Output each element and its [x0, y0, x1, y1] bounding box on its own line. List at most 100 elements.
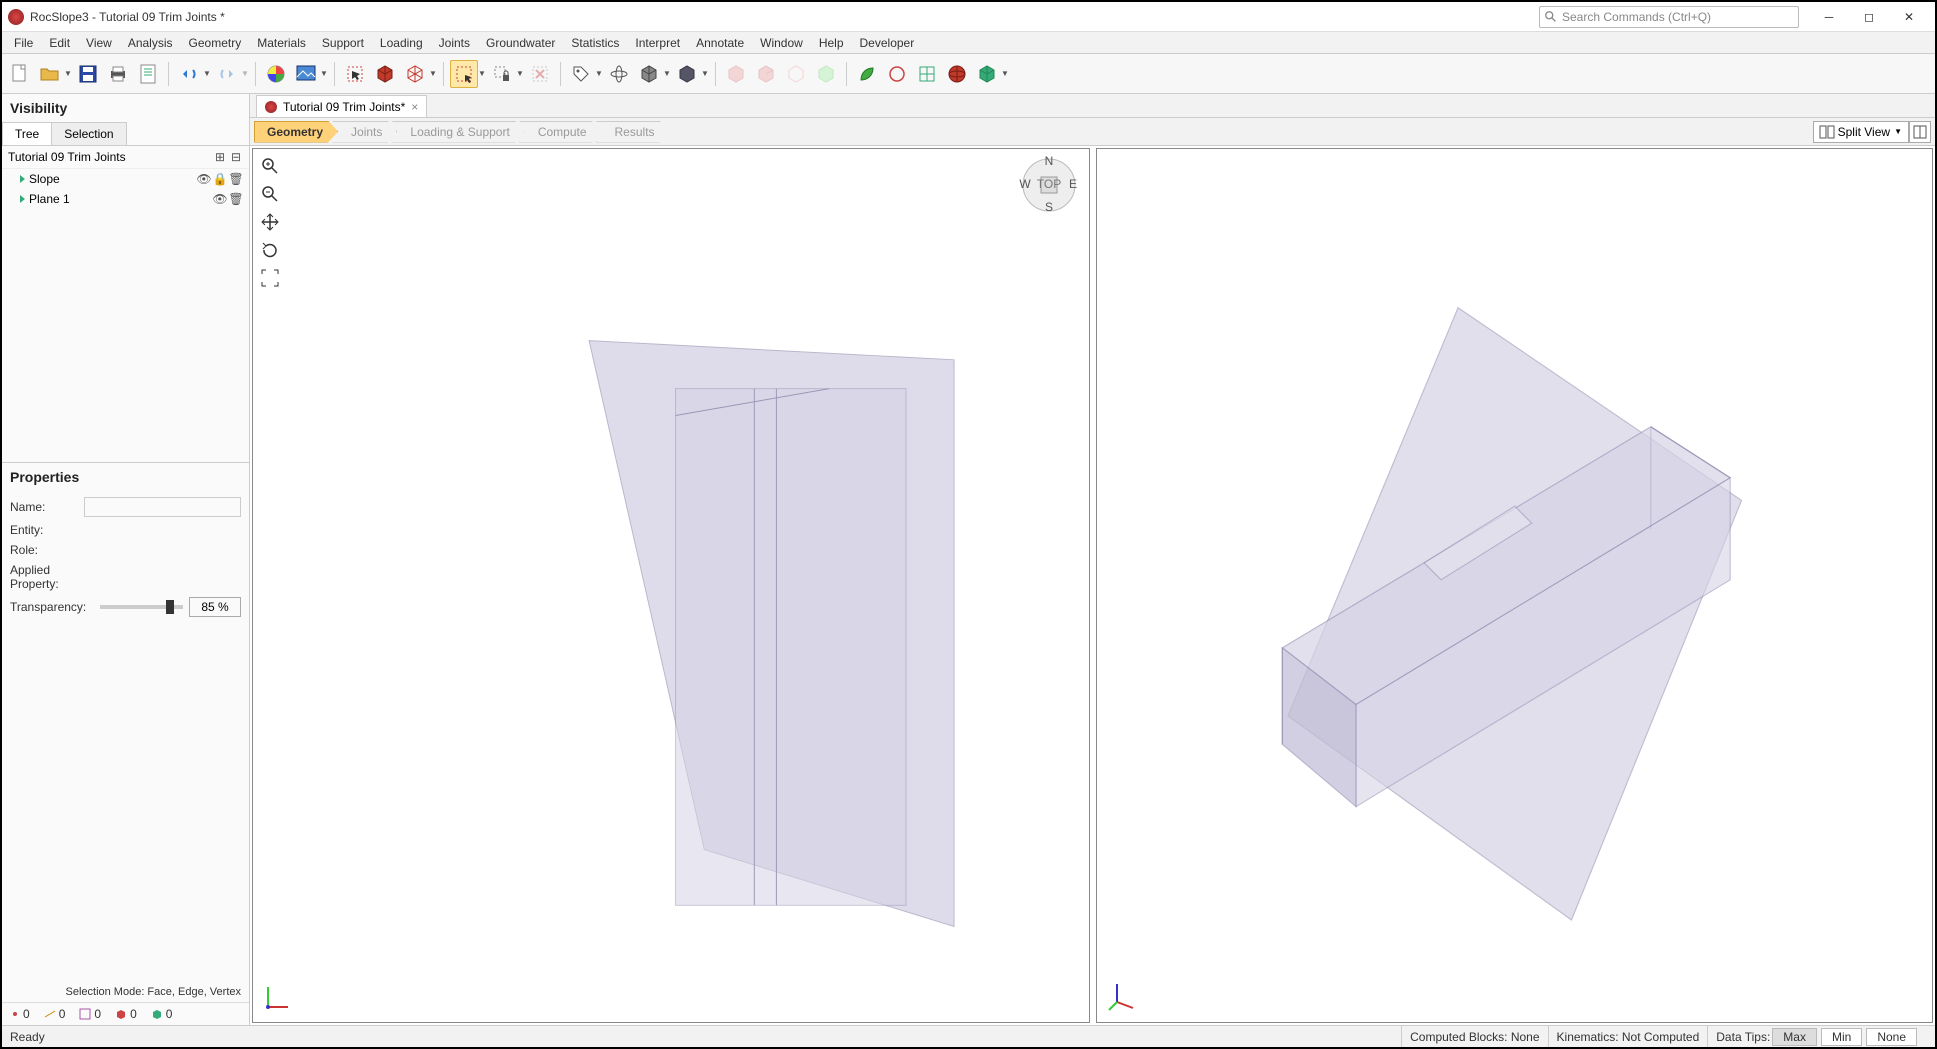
tree-item-plane1[interactable]: Plane 1 👁 🗑 [2, 189, 249, 209]
view-preset-dropdown-icon[interactable]: ▼ [701, 69, 709, 78]
rotate-3d-button[interactable] [605, 60, 633, 88]
eye-icon[interactable]: 👁 [197, 172, 211, 186]
trash-icon[interactable]: 🗑 [229, 192, 243, 206]
selection-counters: 0 0 0 0 0 [2, 1002, 249, 1025]
image-dropdown-icon[interactable]: ▼ [320, 69, 328, 78]
report-button[interactable] [134, 60, 162, 88]
expand-view-button[interactable] [1909, 121, 1931, 143]
leaf-button[interactable] [853, 60, 881, 88]
cube-red-2-button[interactable] [752, 60, 780, 88]
prop-name-input[interactable] [84, 497, 241, 517]
menu-groundwater[interactable]: Groundwater [478, 34, 563, 52]
view-cube-dropdown-icon[interactable]: ▼ [663, 69, 671, 78]
open-dropdown-icon[interactable]: ▼ [64, 69, 72, 78]
open-file-button[interactable] [36, 60, 64, 88]
box-solid-button[interactable] [371, 60, 399, 88]
box-wire-button[interactable] [401, 60, 429, 88]
view-cube-button[interactable] [635, 60, 663, 88]
collapse-all-icon[interactable]: ⊟ [229, 150, 243, 164]
stage-loading-support[interactable]: Loading & Support [391, 121, 524, 143]
lock-icon[interactable]: 🔒 [213, 172, 227, 186]
tab-selection[interactable]: Selection [51, 122, 126, 145]
undo-dropdown-icon[interactable]: ▼ [203, 69, 211, 78]
menu-developer[interactable]: Developer [852, 34, 923, 52]
minimize-button[interactable]: ─ [1809, 3, 1849, 31]
split-view-dropdown[interactable]: Split View ▼ [1813, 121, 1909, 143]
save-button[interactable] [74, 60, 102, 88]
datatips-min-button[interactable]: Min [1821, 1028, 1862, 1046]
tree-item-label: Plane 1 [29, 192, 211, 206]
menu-interpret[interactable]: Interpret [627, 34, 688, 52]
transparency-slider[interactable] [100, 605, 183, 609]
workflow-stages: Geometry Joints Loading & Support Comput… [250, 118, 1935, 146]
grid-button[interactable] [913, 60, 941, 88]
pan-icon[interactable] [259, 211, 281, 233]
trash-icon[interactable]: 🗑 [229, 172, 243, 186]
lock-sel-dropdown-icon[interactable]: ▼ [516, 69, 524, 78]
delete-selection-button[interactable] [526, 60, 554, 88]
stage-joints[interactable]: Joints [332, 121, 397, 143]
undo-button[interactable] [175, 60, 203, 88]
properties-panel: Properties Name: Entity: Role: Applied P… [2, 462, 249, 629]
select-button[interactable] [341, 60, 369, 88]
tag-button[interactable] [567, 60, 595, 88]
menu-joints[interactable]: Joints [431, 34, 478, 52]
menu-loading[interactable]: Loading [372, 34, 431, 52]
menu-file[interactable]: File [6, 34, 41, 52]
lock-selection-button[interactable] [488, 60, 516, 88]
expand-all-icon[interactable]: ⊞ [213, 150, 227, 164]
stage-results[interactable]: Results [596, 121, 670, 143]
eye-icon[interactable]: 👁 [213, 192, 227, 206]
menu-geometry[interactable]: Geometry [181, 34, 250, 52]
zoom-out-icon[interactable] [259, 183, 281, 205]
menu-help[interactable]: Help [811, 34, 852, 52]
image-display-button[interactable] [292, 60, 320, 88]
tab-tree[interactable]: Tree [2, 122, 52, 145]
new-file-button[interactable] [6, 60, 34, 88]
tag-dropdown-icon[interactable]: ▼ [595, 69, 603, 78]
redo-dropdown-icon[interactable]: ▼ [241, 69, 249, 78]
select-rect-dropdown-icon[interactable]: ▼ [478, 69, 486, 78]
globe-button[interactable] [943, 60, 971, 88]
menu-analysis[interactable]: Analysis [120, 34, 181, 52]
menu-materials[interactable]: Materials [249, 34, 314, 52]
stage-geometry[interactable]: Geometry [254, 121, 338, 143]
search-commands-input[interactable]: Search Commands (Ctrl+Q) [1539, 6, 1799, 28]
cube-green-solid-button[interactable] [973, 60, 1001, 88]
datatips-none-button[interactable]: None [1866, 1028, 1917, 1046]
menu-annotate[interactable]: Annotate [688, 34, 752, 52]
redo-button[interactable] [213, 60, 241, 88]
fit-icon[interactable] [259, 267, 281, 289]
menu-edit[interactable]: Edit [41, 34, 78, 52]
menu-window[interactable]: Window [752, 34, 811, 52]
compass-widget[interactable]: N S E W TOP [1019, 155, 1079, 215]
maximize-button[interactable]: ◻ [1849, 3, 1889, 31]
menubar: File Edit View Analysis Geometry Materia… [2, 32, 1935, 54]
prop-entity-label: Entity: [10, 523, 100, 537]
close-tab-icon[interactable]: × [411, 100, 418, 114]
rotate-icon[interactable] [259, 239, 281, 261]
viewport-top[interactable]: N S E W TOP [252, 148, 1090, 1023]
select-rect-button[interactable] [450, 60, 478, 88]
document-tab[interactable]: Tutorial 09 Trim Joints* × [256, 95, 427, 117]
cube-red-1-button[interactable] [722, 60, 750, 88]
circle-outline-button[interactable] [883, 60, 911, 88]
box-wire-dropdown-icon[interactable]: ▼ [429, 69, 437, 78]
menu-view[interactable]: View [78, 34, 120, 52]
stage-compute[interactable]: Compute [519, 121, 602, 143]
datatips-max-button[interactable]: Max [1772, 1028, 1817, 1046]
viewport-perspective[interactable] [1096, 148, 1934, 1023]
zoom-in-icon[interactable] [259, 155, 281, 177]
cube-red-3-button[interactable] [782, 60, 810, 88]
tree-item-slope[interactable]: Slope 👁 🔒 🗑 [2, 169, 249, 189]
close-button[interactable]: ✕ [1889, 3, 1929, 31]
menu-statistics[interactable]: Statistics [563, 34, 627, 52]
menu-support[interactable]: Support [314, 34, 372, 52]
cube-green-dropdown-icon[interactable]: ▼ [1001, 69, 1009, 78]
cube-green-button[interactable] [812, 60, 840, 88]
print-button[interactable] [104, 60, 132, 88]
view-preset-button[interactable] [673, 60, 701, 88]
tree-root[interactable]: Tutorial 09 Trim Joints ⊞ ⊟ [2, 146, 249, 169]
color-wheel-button[interactable] [262, 60, 290, 88]
transparency-value[interactable]: 85 % [189, 597, 241, 617]
